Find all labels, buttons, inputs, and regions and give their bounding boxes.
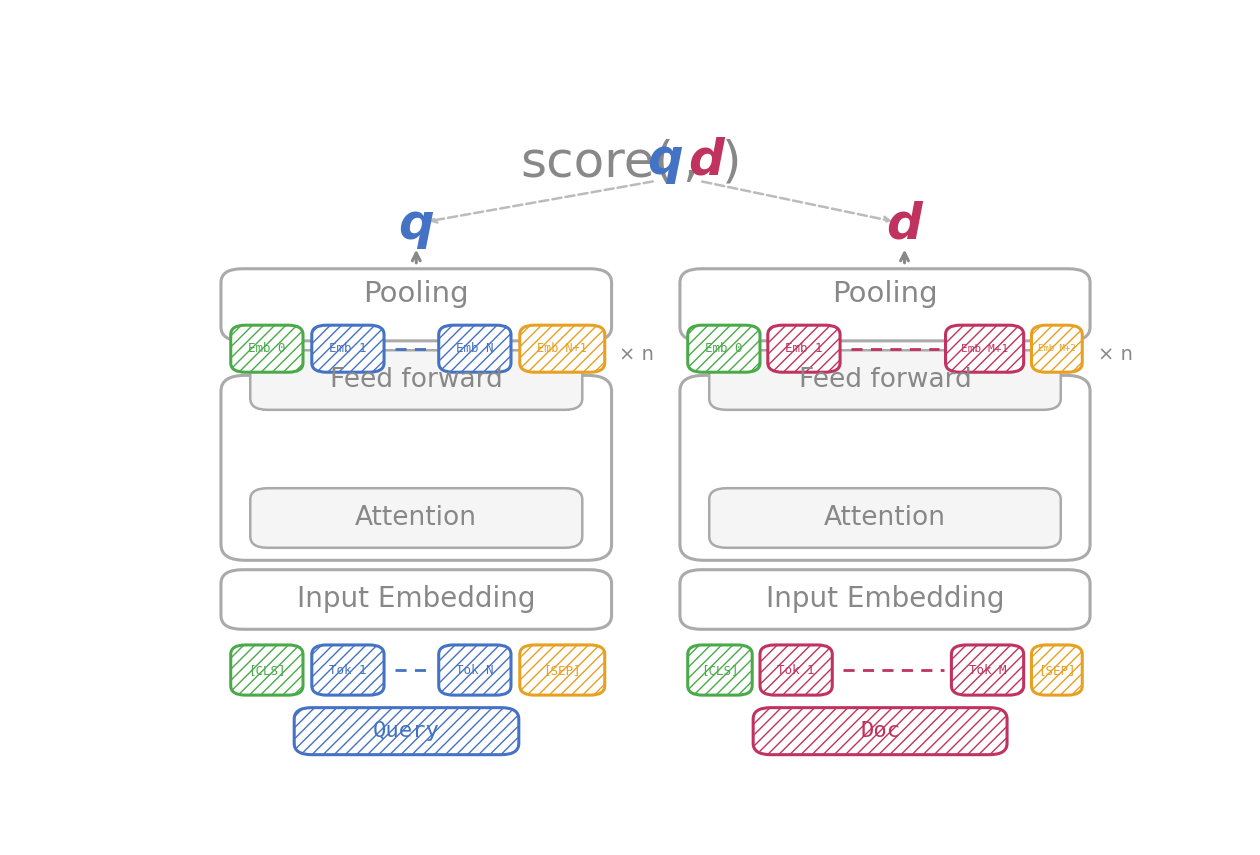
Text: Tok 1: Tok 1 [329, 663, 367, 676]
FancyBboxPatch shape [438, 645, 512, 695]
FancyBboxPatch shape [945, 325, 1023, 372]
Text: q: q [398, 201, 435, 249]
FancyBboxPatch shape [220, 375, 611, 560]
Text: Input Embedding: Input Embedding [297, 586, 536, 614]
FancyBboxPatch shape [680, 375, 1090, 560]
Text: d: d [887, 201, 922, 249]
FancyBboxPatch shape [220, 569, 611, 629]
Text: Query: Query [373, 721, 440, 741]
FancyBboxPatch shape [688, 645, 752, 695]
FancyBboxPatch shape [1032, 325, 1082, 372]
FancyBboxPatch shape [251, 351, 582, 410]
FancyBboxPatch shape [311, 325, 384, 372]
Text: [SEP]: [SEP] [1038, 663, 1076, 676]
FancyBboxPatch shape [231, 325, 302, 372]
Text: Input Embedding: Input Embedding [766, 586, 1004, 614]
FancyBboxPatch shape [951, 645, 1023, 695]
FancyBboxPatch shape [753, 708, 1007, 755]
Text: [CLS]: [CLS] [702, 663, 738, 676]
FancyBboxPatch shape [251, 488, 582, 548]
Text: [CLS]: [CLS] [248, 663, 286, 676]
Text: × n: × n [620, 345, 654, 364]
Text: Emb 0: Emb 0 [248, 342, 286, 355]
FancyBboxPatch shape [520, 325, 605, 372]
Text: Attention: Attention [824, 505, 946, 531]
Text: Tok 1: Tok 1 [777, 663, 815, 676]
Text: [SEP]: [SEP] [543, 663, 581, 676]
FancyBboxPatch shape [760, 645, 833, 695]
Text: × n: × n [1097, 345, 1133, 364]
Text: q: q [648, 136, 683, 185]
Text: Emb M+2: Emb M+2 [1038, 345, 1076, 353]
Text: Pooling: Pooling [832, 280, 937, 308]
FancyBboxPatch shape [688, 325, 760, 372]
FancyBboxPatch shape [295, 708, 519, 755]
Text: Feed forward: Feed forward [799, 367, 971, 393]
Text: ,: , [682, 139, 698, 186]
FancyBboxPatch shape [520, 645, 605, 695]
FancyBboxPatch shape [311, 645, 384, 695]
Text: score(: score( [520, 139, 674, 186]
Text: Tok N: Tok N [456, 663, 494, 676]
Text: Feed forward: Feed forward [330, 367, 503, 393]
Text: Doc: Doc [861, 721, 900, 741]
Text: d: d [688, 136, 724, 185]
FancyBboxPatch shape [767, 325, 840, 372]
FancyBboxPatch shape [1032, 645, 1082, 695]
FancyBboxPatch shape [680, 569, 1090, 629]
Text: Emb 1: Emb 1 [785, 342, 823, 355]
FancyBboxPatch shape [680, 268, 1090, 341]
Text: Emb 1: Emb 1 [329, 342, 367, 355]
FancyBboxPatch shape [709, 351, 1061, 410]
Text: ): ) [722, 139, 741, 186]
Text: Tok M: Tok M [969, 663, 1007, 676]
FancyBboxPatch shape [220, 268, 611, 341]
FancyBboxPatch shape [709, 488, 1061, 548]
Text: Emb M+1: Emb M+1 [961, 344, 1008, 354]
FancyBboxPatch shape [438, 325, 512, 372]
Text: Emb N: Emb N [456, 342, 494, 355]
Text: Pooling: Pooling [363, 280, 469, 308]
Text: Emb 0: Emb 0 [706, 342, 742, 355]
FancyBboxPatch shape [231, 645, 302, 695]
Text: Emb N+1: Emb N+1 [537, 342, 587, 355]
Text: Attention: Attention [355, 505, 478, 531]
